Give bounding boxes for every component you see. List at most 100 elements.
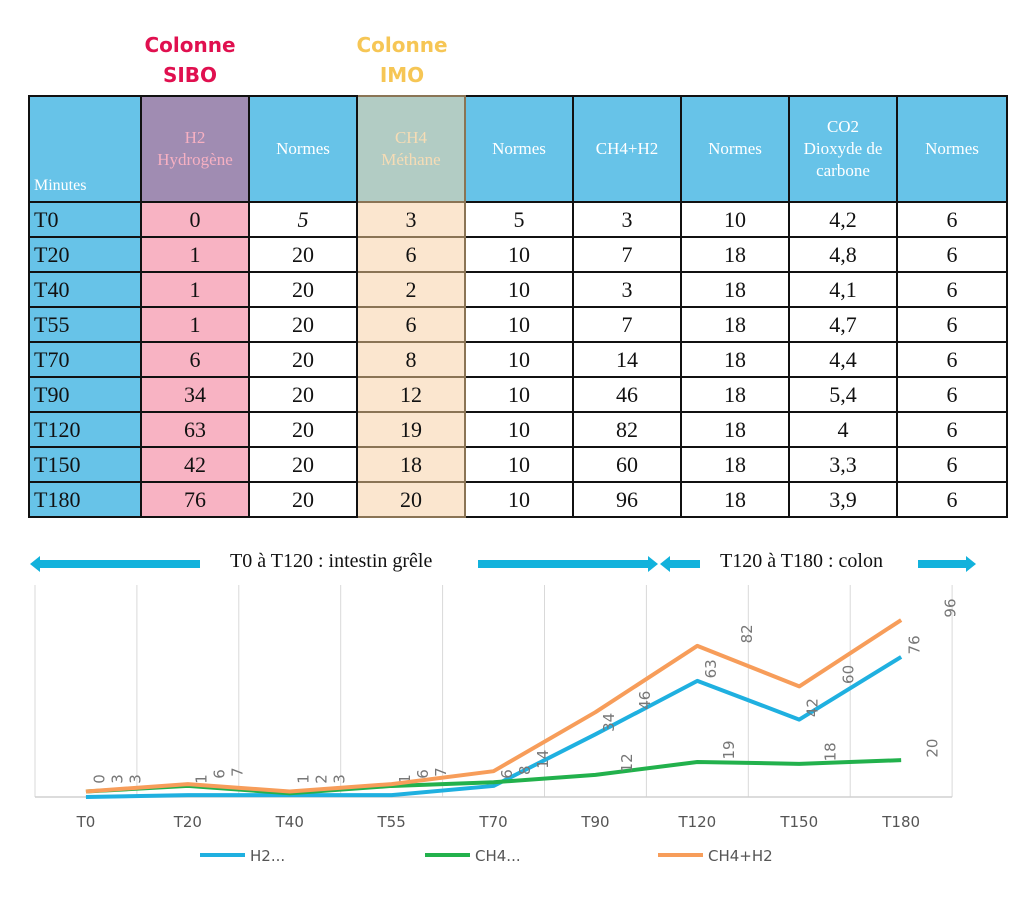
cell-h2-norm: 20	[248, 411, 358, 448]
arrow-left-head-colon	[660, 556, 670, 572]
cell-ch4-h2: 96	[572, 481, 682, 518]
sibo-title-line1: Colonne	[144, 33, 236, 57]
cell-ch4-norm: 10	[464, 306, 574, 343]
cell-ch4-h2-norm: 18	[680, 306, 790, 343]
cell-minutes: T150	[28, 446, 142, 483]
cell-co2-norm: 6	[896, 446, 1008, 483]
cell-ch4-norm: 10	[464, 271, 574, 308]
cell-h2-norm: 20	[248, 481, 358, 518]
arrow-right-head	[648, 556, 658, 572]
cell-co2: 5,4	[788, 376, 898, 413]
arrow-shaft	[478, 560, 648, 568]
cell-h2-norm: 20	[248, 376, 358, 413]
data-label: 3	[330, 774, 348, 784]
x-tick-label: T90	[580, 813, 609, 831]
data-label: 6	[210, 769, 228, 779]
cell-ch4-h2-norm: 18	[680, 411, 790, 448]
x-tick-label: T20	[173, 813, 202, 831]
imo-title-line1: Colonne	[356, 33, 448, 57]
cell-co2: 4,8	[788, 236, 898, 273]
cell-ch4-norm: 5	[464, 201, 574, 238]
table-row: T20 1 20 6 10 7 18 4,8 6	[28, 236, 1008, 273]
cell-ch4-norm: 10	[464, 376, 574, 413]
cell-minutes: T70	[28, 341, 142, 378]
header-co2: CO2 Dioxyde de carbone	[788, 95, 898, 203]
sibo-column-title: Colonne SIBO	[110, 30, 270, 90]
cell-co2: 4,1	[788, 271, 898, 308]
sibo-title-line2: SIBO	[162, 63, 218, 87]
header-ch4-h2-norm: Normes	[680, 95, 790, 203]
colon-label: T120 à T180 : colon	[720, 550, 883, 572]
data-label: 18	[822, 742, 840, 761]
data-label: 63	[702, 659, 720, 678]
cell-h2: 63	[140, 411, 250, 448]
data-label: 2	[312, 774, 330, 784]
legend-label: CH4...	[475, 847, 521, 865]
cell-minutes: T120	[28, 411, 142, 448]
data-label: 7	[432, 767, 450, 777]
x-tick-label: T40	[275, 813, 304, 831]
table-row: T0 0 5 3 5 3 10 4,2 6	[28, 201, 1008, 238]
cell-h2: 34	[140, 376, 250, 413]
imo-column-title: Colonne IMO	[322, 30, 482, 90]
x-tick-label: T70	[478, 813, 507, 831]
header-ch4-norm: Normes	[464, 95, 574, 203]
cell-ch4-h2-norm: 18	[680, 271, 790, 308]
arrow-shaft-colon-right	[918, 560, 966, 568]
cell-ch4-h2: 7	[572, 236, 682, 273]
arrow-shaft-colon	[670, 560, 700, 568]
cell-h2-norm: 20	[248, 306, 358, 343]
breath-test-table: Minutes H2 Hydrogène Normes CH4 Méthane Norm…	[28, 95, 1008, 518]
data-label: 6	[414, 769, 432, 779]
header-ch4-h2: CH4+H2	[572, 95, 682, 203]
header-h2: H2 Hydrogène	[140, 95, 250, 203]
cell-h2-norm: 20	[248, 341, 358, 378]
cell-h2: 76	[140, 481, 250, 518]
cell-h2: 0	[140, 201, 250, 238]
data-label: 1	[192, 774, 210, 784]
cell-ch4-h2: 82	[572, 411, 682, 448]
cell-h2: 42	[140, 446, 250, 483]
cell-minutes: T0	[28, 201, 142, 238]
table-row: T55 1 20 6 10 7 18 4,7 6	[28, 306, 1008, 343]
cell-co2: 3,3	[788, 446, 898, 483]
header-minutes: Minutes	[28, 95, 142, 203]
arrow-right-head-colon	[966, 556, 976, 572]
cell-ch4-norm: 10	[464, 411, 574, 448]
cell-h2-norm: 20	[248, 446, 358, 483]
cell-h2: 1	[140, 236, 250, 273]
x-tick-label: T55	[377, 813, 406, 831]
cell-co2-norm: 6	[896, 201, 1008, 238]
cell-co2: 4,7	[788, 306, 898, 343]
arrow-left-head	[30, 556, 40, 572]
cell-co2-norm: 6	[896, 306, 1008, 343]
data-label: 7	[228, 767, 246, 777]
cell-h2: 1	[140, 271, 250, 308]
table-row: T180 76 20 20 10 96 18 3,9 6	[28, 481, 1008, 518]
data-label: 60	[840, 665, 858, 684]
data-label: 82	[738, 624, 756, 643]
x-tick-label: T120	[677, 813, 716, 831]
cell-minutes: T90	[28, 376, 142, 413]
cell-co2-norm: 6	[896, 411, 1008, 448]
data-label: 1	[294, 774, 312, 784]
cell-ch4: 12	[356, 376, 466, 413]
table-row: T70 6 20 8 10 14 18 4,4 6	[28, 341, 1008, 378]
cell-h2-norm: 5	[248, 201, 358, 238]
data-label: 1	[396, 774, 414, 784]
header-ch4: CH4 Méthane	[356, 95, 466, 203]
data-label: 46	[636, 691, 654, 710]
cell-ch4-h2: 46	[572, 376, 682, 413]
cell-ch4-norm: 10	[464, 481, 574, 518]
cell-co2-norm: 6	[896, 341, 1008, 378]
x-tick-label: T0	[76, 813, 96, 831]
data-label: 20	[924, 739, 942, 758]
cell-co2: 4,4	[788, 341, 898, 378]
cell-h2: 6	[140, 341, 250, 378]
cell-co2: 3,9	[788, 481, 898, 518]
table-row: T40 1 20 2 10 3 18 4,1 6	[28, 271, 1008, 308]
header-co2-norm: Normes	[896, 95, 1008, 203]
cell-co2-norm: 6	[896, 271, 1008, 308]
table-row: T120 63 20 19 10 82 18 4 6	[28, 411, 1008, 448]
data-label: 12	[618, 753, 636, 772]
